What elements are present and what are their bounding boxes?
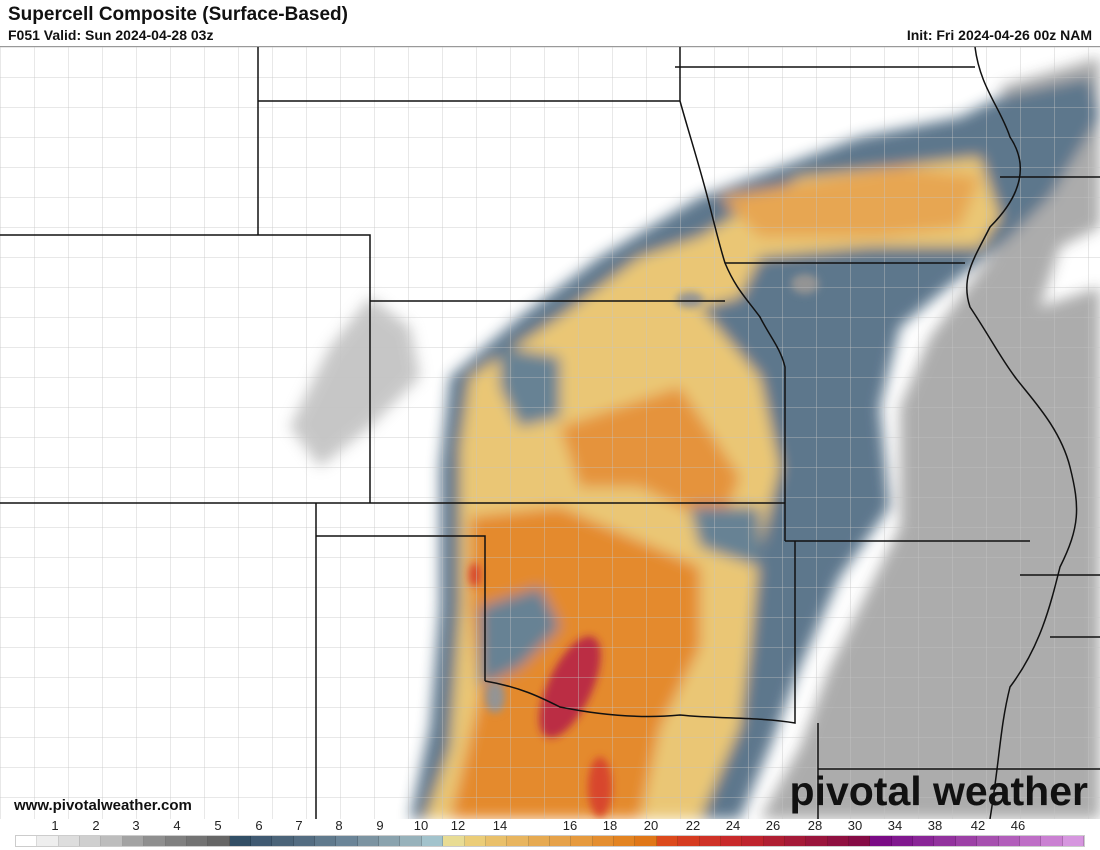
colorbar-label: 1 bbox=[51, 818, 59, 833]
colorbar-swatch bbox=[592, 836, 615, 846]
colorbar-swatch bbox=[144, 836, 166, 846]
colorbar-swatch bbox=[891, 836, 914, 846]
weather-map[interactable] bbox=[0, 46, 1100, 819]
colorbar-swatch bbox=[998, 836, 1020, 846]
colorbar-swatch bbox=[250, 836, 273, 846]
colorbar-swatch bbox=[1041, 836, 1063, 846]
colorbar-swatch bbox=[357, 836, 380, 846]
colorbar-swatch bbox=[720, 836, 743, 846]
colorbar-label: 8 bbox=[335, 818, 343, 833]
colorbar-swatch bbox=[1062, 836, 1084, 846]
colorbar-swatch bbox=[870, 836, 892, 846]
valid-time: F051 Valid: Sun 2024-04-28 03z bbox=[8, 27, 214, 43]
colorbar-label: 22 bbox=[685, 818, 701, 833]
colorbar-swatch bbox=[379, 836, 401, 846]
colorbar-swatch bbox=[272, 836, 294, 846]
colorbar-swatch bbox=[507, 836, 529, 846]
colorbar-swatch bbox=[955, 836, 978, 846]
colorbar-label: 20 bbox=[643, 818, 659, 833]
colorbar-label: 12 bbox=[450, 818, 466, 833]
colorbar-label: 4 bbox=[173, 818, 181, 833]
init-time: Init: Fri 2024-04-26 00z NAM bbox=[906, 27, 1092, 43]
colorbar-label: 3 bbox=[132, 818, 140, 833]
map-title: Supercell Composite (Surface-Based) bbox=[8, 4, 348, 25]
colorbar-swatch bbox=[421, 836, 444, 846]
colorbar-swatch bbox=[656, 836, 679, 846]
colorbar-swatch bbox=[849, 836, 871, 846]
colorbar-label: 42 bbox=[970, 818, 986, 833]
colorbar-swatch bbox=[293, 836, 316, 846]
colorbar-swatch bbox=[443, 836, 465, 846]
colorbar-swatch bbox=[165, 836, 187, 846]
colorbar-label: 16 bbox=[562, 818, 578, 833]
colorbar-swatch bbox=[635, 836, 657, 846]
colorbar-swatch bbox=[485, 836, 508, 846]
colorbar-label: 30 bbox=[847, 818, 863, 833]
colorbar-swatch bbox=[122, 836, 145, 846]
website-watermark: www.pivotalweather.com bbox=[14, 797, 192, 814]
colorbar-swatch bbox=[763, 836, 785, 846]
colorbar-swatch bbox=[549, 836, 572, 846]
colorbar-swatch bbox=[528, 836, 550, 846]
colorbar-swatch bbox=[229, 836, 251, 846]
state-borders bbox=[0, 47, 1100, 819]
colorbar-swatch bbox=[208, 836, 230, 846]
colorbar-swatch bbox=[400, 836, 422, 846]
colorbar-swatch bbox=[742, 836, 764, 846]
colorbar-swatch bbox=[315, 836, 337, 846]
colorbar-swatch bbox=[37, 836, 59, 846]
colorbar-label: 24 bbox=[725, 818, 741, 833]
colorbar-swatch bbox=[913, 836, 935, 846]
colorbar-swatch bbox=[336, 836, 358, 846]
colorbar bbox=[15, 835, 1085, 847]
colorbar-swatch bbox=[101, 836, 123, 846]
county-lines bbox=[0, 47, 1100, 819]
colorbar-swatch bbox=[58, 836, 81, 846]
colorbar-label: 6 bbox=[255, 818, 263, 833]
colorbar-label: 9 bbox=[376, 818, 384, 833]
colorbar-label: 2 bbox=[92, 818, 100, 833]
colorbar-swatch bbox=[16, 836, 38, 846]
colorbar-swatch bbox=[614, 836, 636, 846]
colorbar-label: 46 bbox=[1010, 818, 1026, 833]
colorbar-swatch bbox=[977, 836, 999, 846]
colorbar-label: 5 bbox=[214, 818, 222, 833]
colorbar-label: 28 bbox=[807, 818, 823, 833]
colorbar-label: 10 bbox=[413, 818, 429, 833]
colorbar-label: 34 bbox=[887, 818, 903, 833]
colorbar-label: 18 bbox=[602, 818, 618, 833]
colorbar-swatch bbox=[186, 836, 209, 846]
colorbar-swatch bbox=[806, 836, 828, 846]
pivotal-weather-logo: pivotal weather bbox=[789, 768, 1088, 814]
colorbar-swatch bbox=[1019, 836, 1042, 846]
colorbar-swatch bbox=[699, 836, 721, 846]
colorbar-swatch bbox=[80, 836, 102, 846]
colorbar-swatch bbox=[784, 836, 807, 846]
colorbar-swatch bbox=[464, 836, 486, 846]
colorbar-label: 26 bbox=[765, 818, 781, 833]
colorbar-swatch bbox=[827, 836, 850, 846]
colorbar-label: 7 bbox=[295, 818, 303, 833]
colorbar-label: 14 bbox=[492, 818, 508, 833]
colorbar-labels: 1 2 3 4 5 6 7 8 9 10 12 14 16 18 20 22 24 26 28 30 34 38 42 46 bbox=[0, 818, 1100, 834]
colorbar-swatch bbox=[571, 836, 593, 846]
colorbar-swatch bbox=[934, 836, 956, 846]
colorbar-label: 38 bbox=[927, 818, 943, 833]
colorbar-swatch bbox=[678, 836, 700, 846]
